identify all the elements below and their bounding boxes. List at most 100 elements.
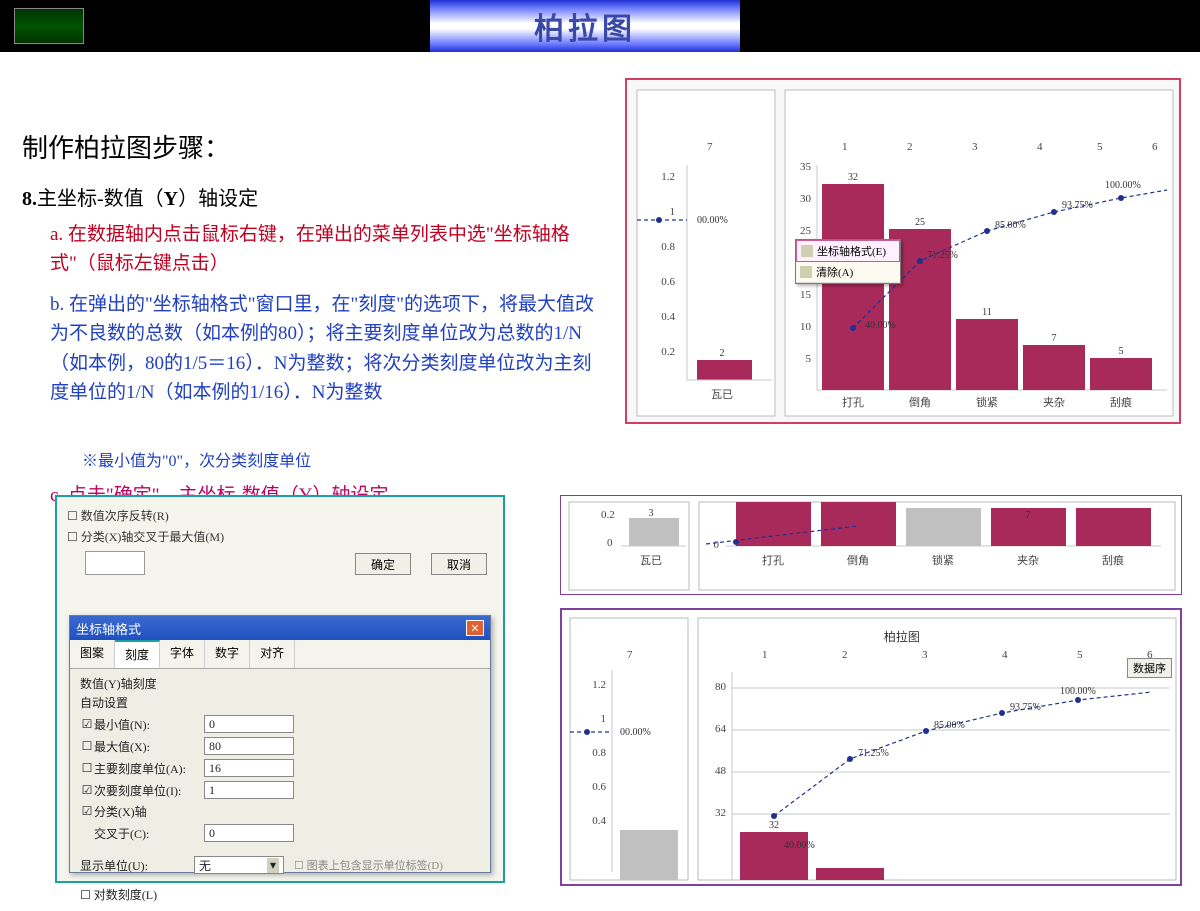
svg-text:4: 4 (1002, 649, 1008, 661)
pareto-chart2-svg: 7 1.2 1 0.8 0.6 0.4 00.00% 1 2 3 4 5 6 8… (562, 610, 1184, 888)
row-min: ☑ 最小值(N): 0 (80, 713, 480, 735)
tab-pattern[interactable]: 图案 (70, 640, 115, 668)
value-box[interactable] (85, 551, 145, 575)
svg-text:锁紧: 锁紧 (932, 553, 954, 567)
format-icon (801, 245, 813, 257)
svg-text:0.6: 0.6 (592, 781, 606, 793)
svg-text:1.2: 1.2 (661, 171, 675, 183)
svg-text:25: 25 (800, 225, 812, 237)
tab-number[interactable]: 数字 (205, 640, 250, 668)
svg-text:1: 1 (762, 649, 768, 661)
dialog-title: 坐标轴格式 (76, 619, 141, 638)
svg-text:7: 7 (707, 141, 713, 153)
chk-cross-max[interactable]: 分类(X)轴交叉于最大值(M) (67, 526, 493, 547)
svg-text:48: 48 (715, 765, 727, 777)
clear-icon (800, 266, 812, 278)
pareto-strip-svg: 0.2 0 3 瓦已 0 7 打孔 倒角 锁紧 夹杂 刮痕 (561, 496, 1183, 596)
svg-text:刮痕: 刮痕 (1110, 395, 1132, 409)
svg-text:32: 32 (769, 820, 779, 831)
svg-text:7: 7 (627, 649, 633, 661)
svg-text:7: 7 (1026, 510, 1031, 521)
svg-text:倒角: 倒角 (909, 396, 931, 409)
ok-button[interactable]: 确定 (355, 553, 411, 575)
svg-text:1: 1 (842, 141, 848, 153)
svg-text:锁紧: 锁紧 (976, 395, 998, 409)
svg-text:瓦已: 瓦已 (711, 389, 733, 401)
cross-input[interactable]: 0 (204, 824, 294, 842)
dialog-tabs: 图案 刻度 字体 数字 对齐 (70, 640, 490, 669)
svg-text:85.00%: 85.00% (995, 220, 1026, 231)
data-series-button[interactable]: 数据序 (1127, 658, 1172, 678)
unit-select[interactable]: 无 (194, 856, 284, 874)
tab-scale[interactable]: 刻度 (115, 640, 160, 668)
svg-text:35: 35 (800, 161, 812, 173)
ctx-axis-format[interactable]: 坐标轴格式(E) (796, 240, 900, 262)
row-unit: 显示单位(U): 无 ☐ 图表上包含显示单位标签(D) (80, 854, 480, 876)
svg-text:0.4: 0.4 (592, 815, 606, 827)
chart-bottom-right-2: 柏拉图 数据序 7 1.2 1 0.8 0.6 0.4 00.00% 1 2 3… (560, 608, 1182, 886)
svg-text:10: 10 (800, 321, 812, 333)
section-label-2: 自动设置 (80, 694, 480, 711)
dialog-panel: 数值次序反转(R) 分类(X)轴交叉于最大值(M) 确定 取消 坐标轴格式 ✕ … (55, 495, 505, 883)
step-num: 8. (22, 188, 37, 210)
logo (14, 8, 84, 44)
svg-text:打孔: 打孔 (762, 553, 784, 567)
svg-text:93.75%: 93.75% (1062, 200, 1093, 211)
close-icon[interactable]: ✕ (466, 620, 484, 636)
minor-input[interactable]: 1 (204, 781, 294, 799)
svg-text:32: 32 (848, 172, 858, 183)
section-label-1: 数值(Y)轴刻度 (80, 675, 480, 692)
svg-text:15: 15 (800, 289, 812, 301)
svg-text:5: 5 (1097, 141, 1103, 153)
svg-text:100.00%: 100.00% (1060, 686, 1096, 697)
svg-text:3: 3 (972, 141, 978, 153)
max-input[interactable]: 80 (204, 737, 294, 755)
svg-text:85.00%: 85.00% (934, 720, 965, 731)
chart-title-2: 柏拉图 (884, 628, 920, 645)
svg-text:3: 3 (922, 649, 928, 661)
svg-text:40.00%: 40.00% (784, 840, 815, 851)
chk-reverse[interactable]: 数值次序反转(R) (67, 505, 493, 526)
svg-text:夹杂: 夹杂 (1017, 554, 1039, 567)
svg-text:64: 64 (715, 723, 727, 735)
chart-top-right: 柏拉图 7 1.2 1 0.8 0.6 0.4 0.2 00.00% 2 瓦已 … (625, 78, 1181, 424)
svg-text:2: 2 (720, 348, 725, 359)
svg-text:7: 7 (1052, 333, 1057, 344)
svg-text:0: 0 (714, 539, 720, 551)
context-menu[interactable]: 坐标轴格式(E) 清除(A) (795, 239, 901, 284)
tab-font[interactable]: 字体 (160, 640, 205, 668)
substep-b: b. 在弹出的"坐标轴格式"窗口里，在"刻度"的选项下，将最大值改为不良数的总数… (50, 290, 605, 408)
min-input[interactable]: 0 (204, 715, 294, 733)
dialog-upper-buttons: 确定 取消 (355, 553, 487, 575)
tab-align[interactable]: 对齐 (250, 640, 295, 668)
svg-text:0.8: 0.8 (661, 241, 675, 253)
ctx-clear[interactable]: 清除(A) (796, 262, 900, 283)
axis-format-dialog: 坐标轴格式 ✕ 图案 刻度 字体 数字 对齐 数值(Y)轴刻度 自动设置 ☑ 最… (69, 615, 491, 873)
svg-text:100.00%: 100.00% (1105, 180, 1141, 191)
svg-text:1.2: 1.2 (592, 679, 606, 691)
svg-text:0.2: 0.2 (601, 509, 615, 521)
svg-text:00.00%: 00.00% (620, 727, 651, 738)
svg-text:0.2: 0.2 (661, 346, 675, 358)
svg-text:夹杂: 夹杂 (1043, 396, 1065, 409)
svg-text:71.25%: 71.25% (858, 748, 889, 759)
svg-text:6: 6 (1152, 141, 1158, 153)
svg-text:40.00%: 40.00% (865, 320, 896, 331)
row-log[interactable]: ☐ 对数刻度(L) (80, 884, 480, 905)
dialog-body: 数值(Y)轴刻度 自动设置 ☑ 最小值(N): 0 ☐ 最大值(X): 80 ☐… (70, 669, 490, 911)
svg-text:11: 11 (982, 307, 992, 318)
cancel-button[interactable]: 取消 (431, 553, 487, 575)
pareto-chart-svg: 7 1.2 1 0.8 0.6 0.4 0.2 00.00% 2 瓦已 1 2 … (627, 80, 1183, 426)
svg-text:00.00%: 00.00% (697, 215, 728, 226)
svg-text:1: 1 (670, 206, 676, 218)
top-bar: 柏拉图 (0, 0, 1200, 52)
row-cross: 交叉于(C): 0 (80, 822, 480, 844)
svg-text:32: 32 (715, 807, 726, 819)
major-input[interactable]: 16 (204, 759, 294, 777)
svg-text:2: 2 (907, 141, 913, 153)
svg-text:瓦已: 瓦已 (640, 555, 662, 567)
banner-title: 柏拉图 (534, 4, 636, 48)
svg-text:0: 0 (607, 537, 613, 549)
svg-text:5: 5 (1119, 346, 1124, 357)
svg-text:5: 5 (806, 353, 812, 365)
